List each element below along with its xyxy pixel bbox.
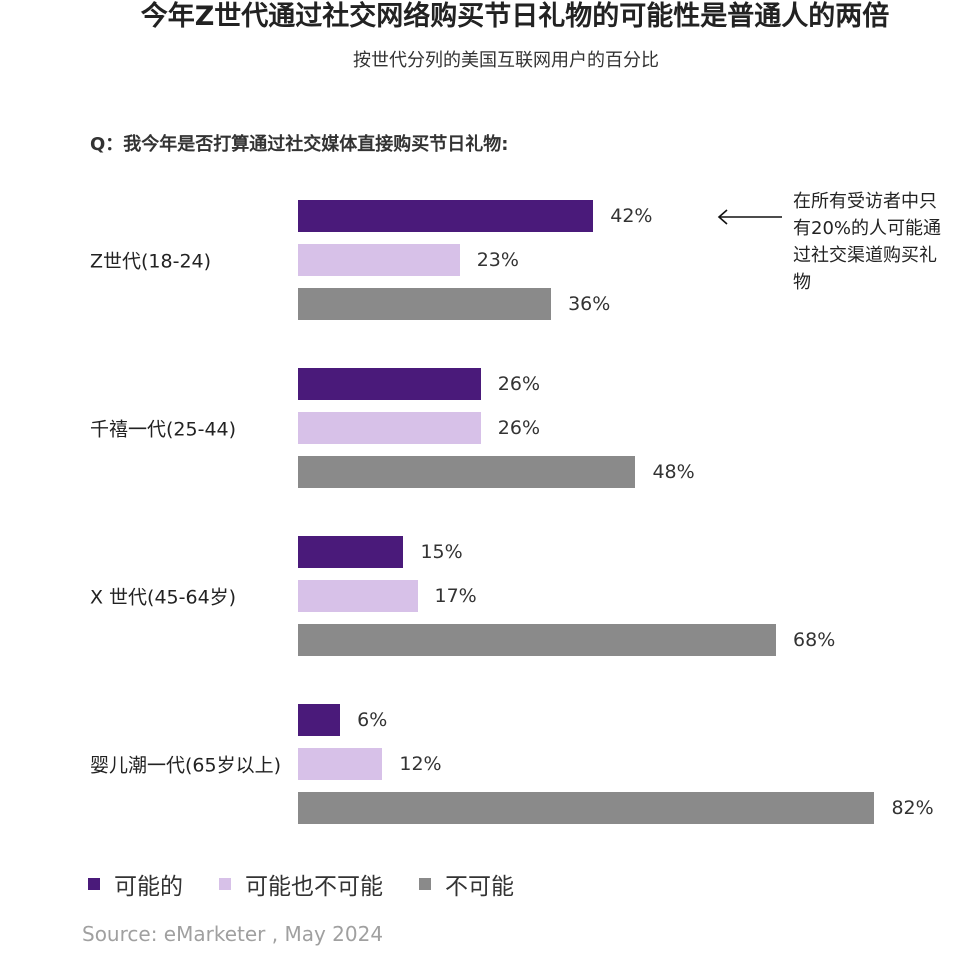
bar-neutral (298, 412, 481, 444)
annotation-arrow-icon (717, 209, 782, 225)
category-label: 千禧一代(25-44) (90, 418, 237, 441)
chart-title: 今年Z世代通过社交网络购买节日礼物的可能性是普通人的两倍 (140, 1, 890, 32)
bar-value-label: 36% (568, 293, 611, 315)
category-label: 婴儿潮一代(65岁以上) (90, 754, 282, 777)
bar-unlikely (298, 624, 777, 656)
legend-swatch-neutral (219, 878, 231, 890)
bar-value-label: 68% (793, 629, 836, 651)
source-note: Source: eMarketer , May 2024 (82, 922, 384, 946)
legend-item-unlikely: 不可能 (419, 867, 514, 901)
annotation-note: 在所有受访者中只有20%的人可能通过社交渠道购买礼物 (793, 191, 942, 293)
bar-neutral (298, 244, 460, 276)
bar-value-label: 82% (891, 797, 934, 819)
bar-value-label: 15% (420, 541, 463, 563)
bar-likely (298, 536, 404, 568)
legend-label-unlikely: 不可能 (445, 874, 514, 900)
bar-unlikely (298, 288, 552, 320)
bar-likely (298, 704, 341, 736)
survey-question: Q：我今年是否打算通过社交媒体直接购买节日礼物: (90, 134, 509, 155)
bar-unlikely (298, 456, 636, 488)
legend-label-likely: 可能的 (114, 874, 183, 900)
bar-value-label: 26% (497, 417, 540, 439)
legend-item-likely: 可能的 (88, 867, 183, 901)
bar-value-label: 6% (357, 709, 388, 731)
bar-value-label: 42% (610, 205, 653, 227)
bar-neutral (298, 580, 418, 612)
legend-item-neutral: 可能也不可能 (219, 867, 383, 901)
legend-swatch-unlikely (419, 878, 431, 890)
bar-likely (298, 368, 481, 400)
chart-subtitle: 按世代分列的美国互联网用户的百分比 (353, 50, 659, 71)
bar-likely (298, 200, 594, 232)
bar-neutral (298, 748, 383, 780)
bar-value-label: 26% (497, 373, 540, 395)
category-label: X 世代(45-64岁) (90, 586, 237, 609)
legend-swatch-likely (88, 878, 100, 890)
bar-value-label: 17% (434, 585, 477, 607)
bar-value-label: 12% (399, 753, 442, 775)
legend-label-neutral: 可能也不可能 (245, 874, 383, 900)
bar-unlikely (298, 792, 875, 824)
bar-value-label: 23% (476, 249, 519, 271)
chart-legend: 可能的 可能也不可能 不可能 (88, 866, 550, 902)
category-label: Z世代(18-24) (90, 250, 212, 273)
bar-value-label: 48% (652, 461, 695, 483)
